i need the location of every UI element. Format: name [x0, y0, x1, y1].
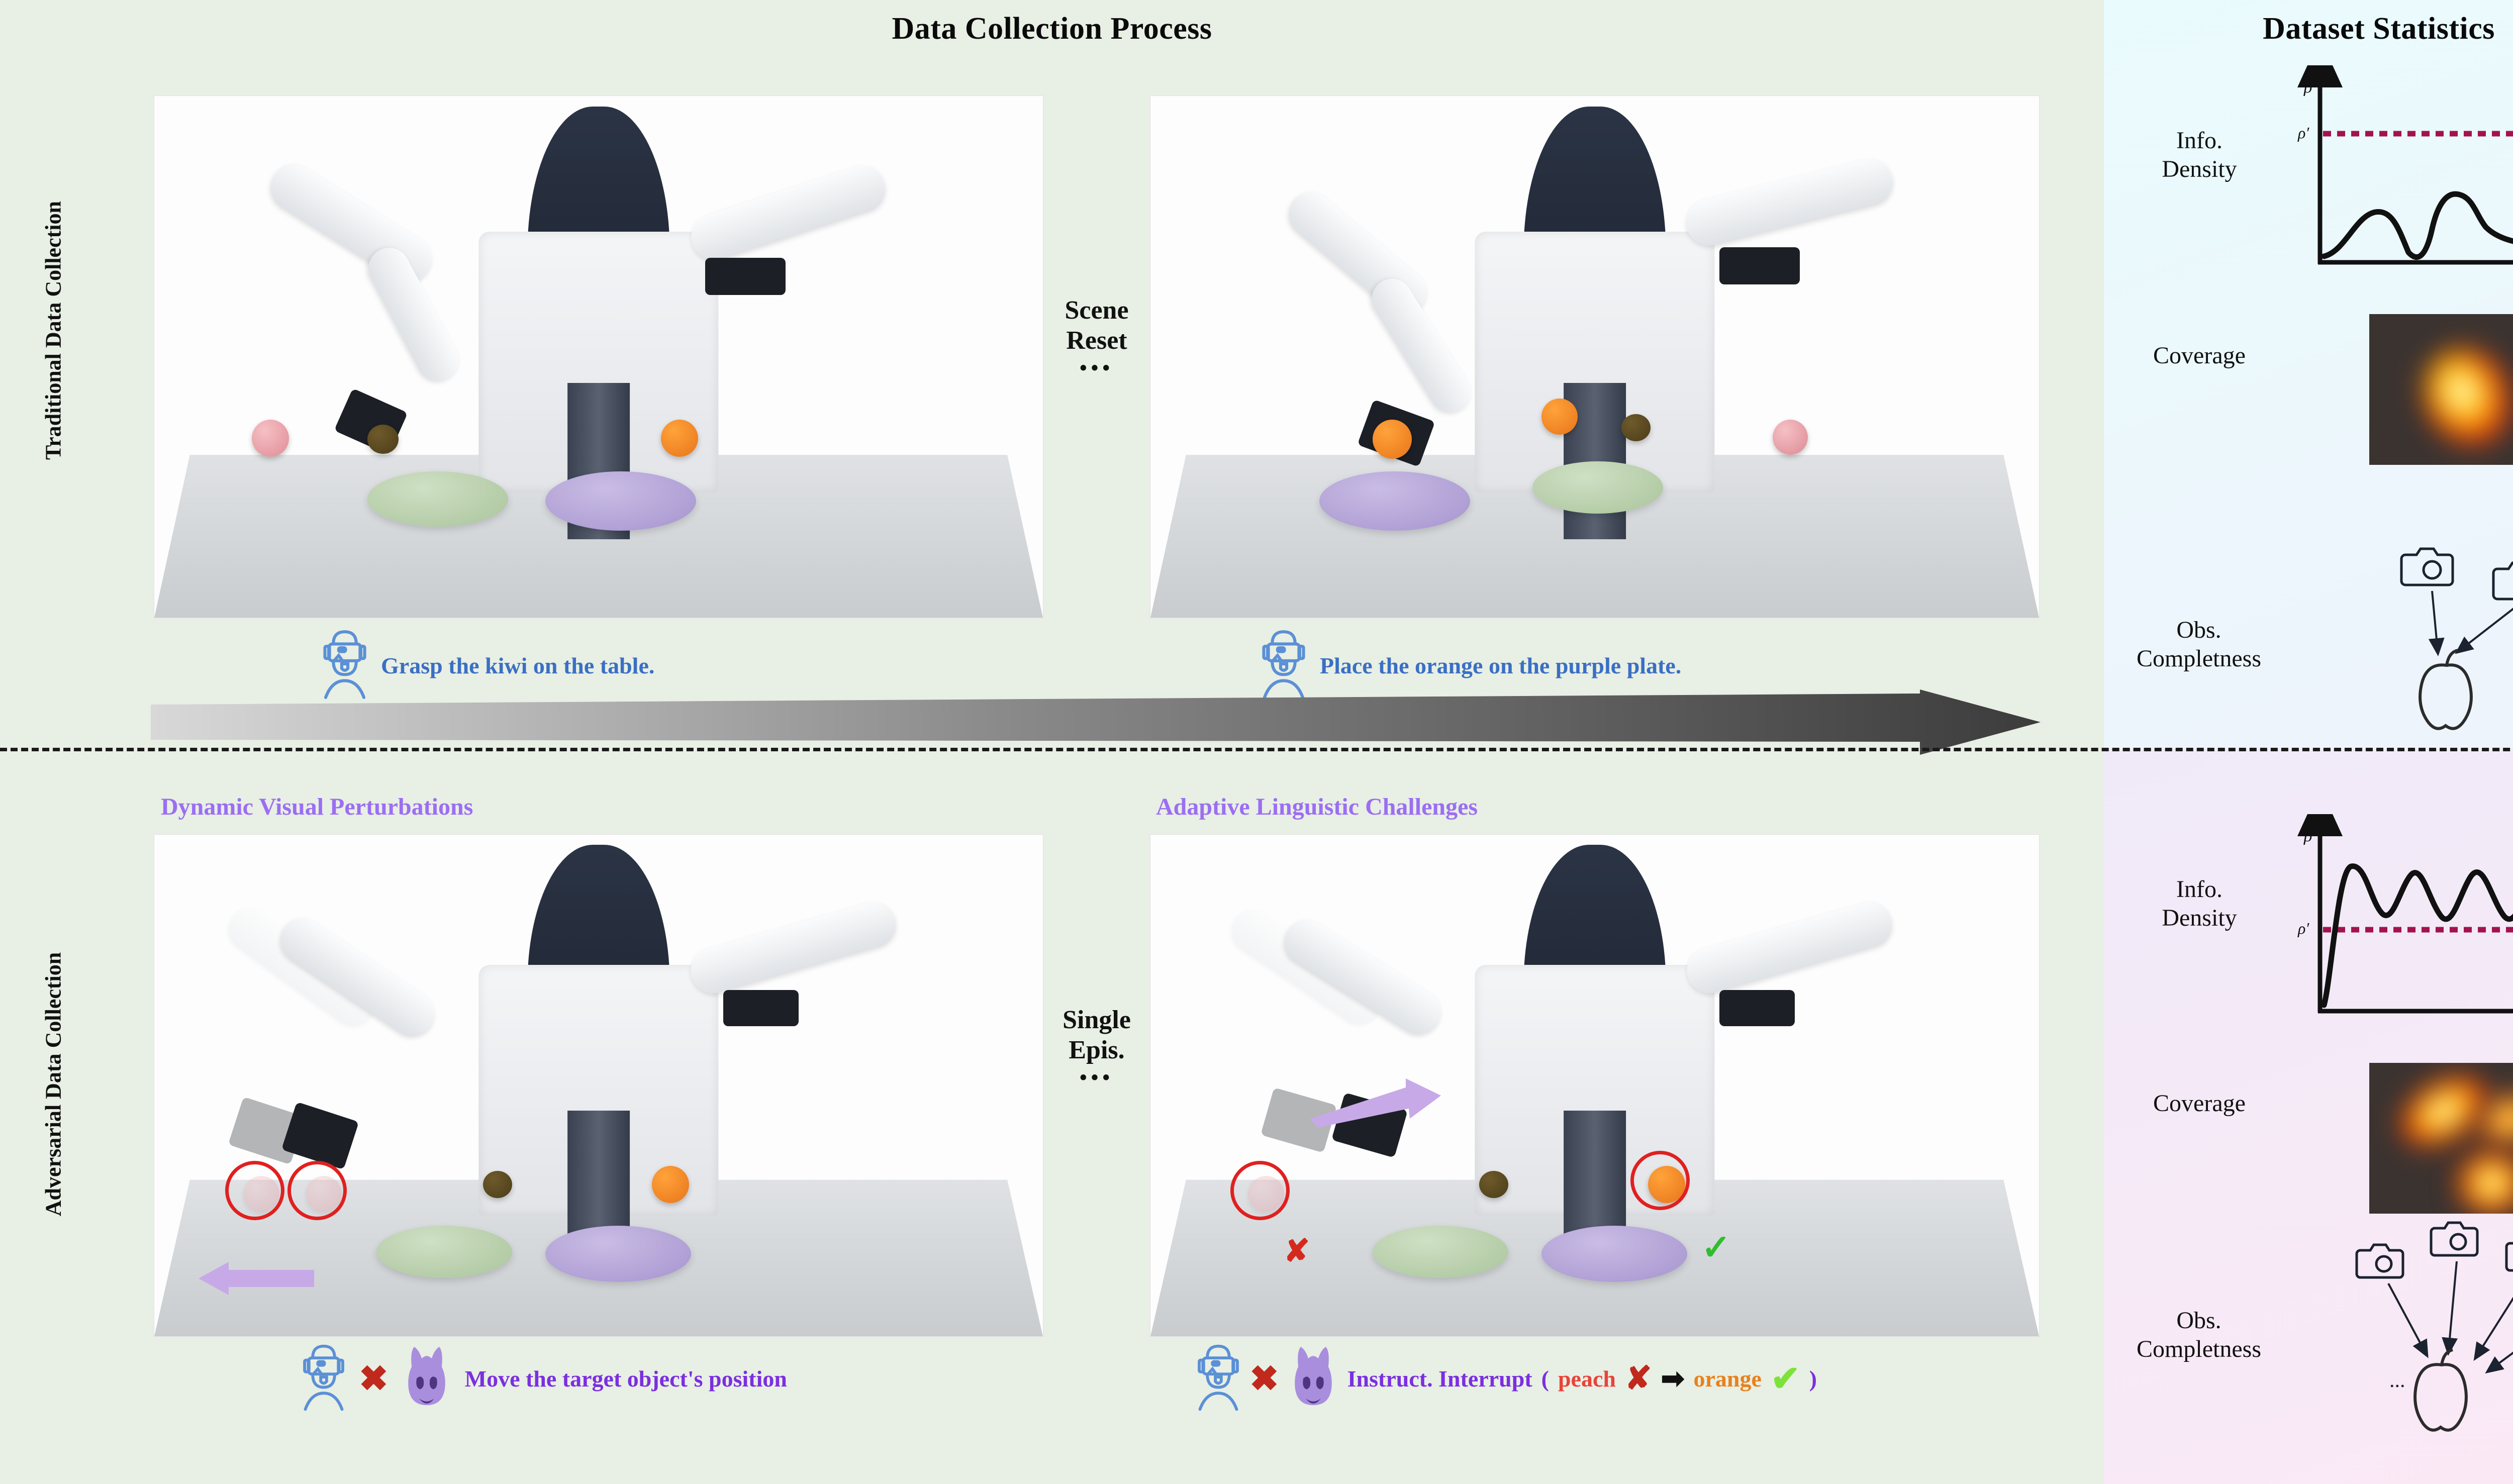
caption-text: Grasp the kiwi on the table. — [381, 652, 655, 678]
highlight-circle-orange — [1630, 1150, 1690, 1210]
plate-green — [1373, 1226, 1508, 1278]
highlight-circle-original — [225, 1160, 285, 1220]
caption-bottom-left: ✖ Move the target object's position — [302, 1342, 787, 1415]
page-title-process: Data Collection Process — [892, 12, 1212, 46]
plate-green — [376, 1226, 512, 1278]
label-adaptive-linguistic-challenges: Adaptive Linguistic Challenges — [1156, 794, 1478, 820]
dataset-statistics-panel: Dataset Statistics Info. Density ρ ρ′ t … — [2104, 0, 2513, 1484]
caption-text: Move the target object's position — [464, 1365, 787, 1392]
paren-close: ) — [1809, 1365, 1817, 1392]
connector-scene-reset: Scene Reset ••• — [1065, 296, 1129, 380]
svg-text:ρ′: ρ′ — [2297, 124, 2309, 142]
vr-operator-icon — [1198, 1344, 1239, 1411]
plate-green — [1532, 461, 1664, 514]
plate-purple — [545, 1226, 691, 1282]
fruit-kiwi — [1621, 414, 1651, 442]
vr-operator-icon — [323, 630, 366, 699]
plate-purple — [1319, 471, 1470, 531]
stat-label-obs-completness-top: Obs. Completness — [2137, 617, 2261, 672]
plate-purple — [1541, 1226, 1687, 1282]
chart-info-density-bottom: ρ ρ′ t — [2297, 814, 2513, 1014]
fruit-orange-2 — [1541, 399, 1578, 435]
arrow-icon: ➡ — [1661, 1363, 1685, 1395]
fruit-kiwi — [483, 1170, 513, 1198]
move-arrow-icon — [199, 1262, 315, 1296]
fruit-orange — [660, 419, 698, 457]
stat-label-info-density-bottom: Info. Density — [2162, 876, 2237, 931]
paren-open: ( — [1541, 1365, 1549, 1392]
highlight-circle-moved — [287, 1160, 347, 1220]
vr-operator-icon — [1262, 630, 1305, 699]
stat-label-coverage-top: Coverage — [2153, 342, 2246, 369]
wrong-word: peach — [1558, 1365, 1616, 1392]
caption-text: Instruct. Interrupt — [1347, 1365, 1532, 1392]
fruit-peach — [252, 419, 289, 457]
section-divider — [0, 748, 2513, 751]
caption-top-left: Grasp the kiwi on the table. — [322, 627, 654, 704]
svg-text:ρ: ρ — [2303, 78, 2312, 96]
redirect-arrow-icon — [1310, 1078, 1441, 1128]
plate-purple — [545, 471, 696, 531]
heatmap-coverage-bottom — [2369, 1063, 2513, 1214]
caption-top-right: Place the orange on the purple plate. — [1261, 627, 1681, 704]
plate-green — [367, 471, 509, 527]
devil-icon — [408, 1346, 445, 1406]
side-label-adversarial: Adversarial Data Collection — [41, 952, 66, 1217]
fruit-kiwi — [367, 424, 399, 454]
heatmap-coverage-top — [2369, 314, 2513, 465]
obs-diagram-bottom: ... — [2355, 1221, 2513, 1432]
connector-single-episode: Single Epis. ••• — [1062, 1006, 1131, 1090]
label-dynamic-visual-perturbations: Dynamic Visual Perturbations — [161, 794, 473, 820]
caption-bottom-right: ✖ Instruct. Interrupt ( peach ✘ ➡ orange… — [1196, 1342, 1817, 1415]
photo-traditional-place — [1150, 95, 2040, 618]
fruit-kiwi — [1479, 1170, 1509, 1198]
fruit-orange — [652, 1165, 690, 1203]
fruit-peach — [1772, 419, 1808, 455]
obs-ellipsis: ... — [2389, 1369, 2405, 1392]
right-word: orange — [1693, 1365, 1762, 1392]
correct-mark-icon: ✓ — [1701, 1229, 1731, 1268]
chart-info-density-top: ρ ρ′ t — [2297, 65, 2513, 265]
svg-text:ρ: ρ — [2303, 827, 2312, 845]
process-flow-arrow — [151, 689, 2041, 755]
photo-adversarial-perturbation — [154, 834, 1043, 1337]
obs-diagram-top — [2400, 547, 2513, 730]
stat-label-info-density-top: Info. Density — [2162, 127, 2237, 182]
caption-text: Place the orange on the purple plate. — [1320, 652, 1682, 678]
correct-mark-icon: ✔ — [1770, 1359, 1800, 1399]
svg-text:ρ′: ρ′ — [2297, 919, 2309, 937]
devil-icon — [1294, 1346, 1332, 1406]
vr-operator-icon — [303, 1344, 344, 1411]
data-collection-process-panel: Data Collection Process Traditional Data… — [0, 0, 2104, 1484]
fruit-orange — [1373, 419, 1412, 459]
photo-traditional-grasp — [154, 95, 1043, 618]
wrong-mark-icon: ✘ — [1284, 1234, 1310, 1269]
wrong-mark-icon: ✘ — [1624, 1360, 1652, 1396]
highlight-circle-peach — [1230, 1160, 1290, 1220]
cross-mark-icon: ✖ — [1249, 1359, 1279, 1399]
side-label-traditional: Traditional Data Collection — [41, 201, 66, 460]
stat-label-coverage-bottom: Coverage — [2153, 1090, 2246, 1117]
stat-label-obs-completness-bottom: Obs. Completness — [2137, 1307, 2261, 1362]
photo-adversarial-instruction: ✘ ✓ — [1150, 834, 2040, 1337]
cross-mark-icon: ✖ — [359, 1359, 389, 1399]
page-title-stats: Dataset Statistics — [2263, 12, 2495, 46]
